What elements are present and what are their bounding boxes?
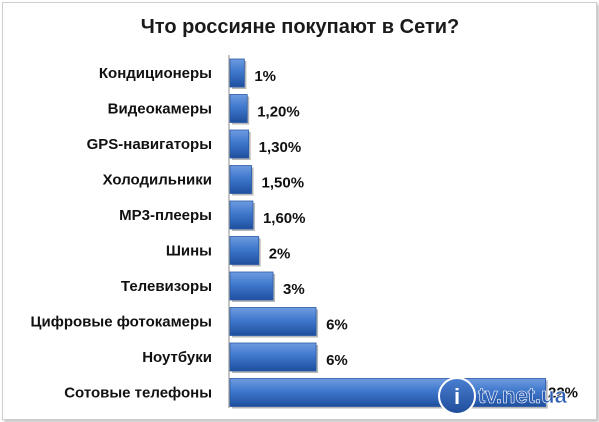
bar (229, 129, 250, 159)
category-labels-group: Кондиционеры Видеокамеры GPS-навигаторы Хол… (31, 65, 212, 402)
value-label: 6% (326, 352, 348, 369)
bar (229, 236, 260, 265)
category-label: GPS-навигаторы (87, 136, 212, 153)
value-labels-group: 1% 1,20% 1,30% 1,50% 1,60% 2% 3% 6% 6% 22% (254, 68, 578, 402)
bar (229, 200, 254, 230)
bar (229, 307, 317, 336)
watermark-logo-letter: i (454, 384, 460, 409)
category-label: Шины (166, 243, 212, 260)
bar (229, 94, 248, 123)
value-label: 1,30% (259, 139, 302, 156)
bar (229, 342, 317, 372)
watermark-circle-icon (438, 377, 476, 415)
watermark-logo: i tv.net.ua (438, 377, 568, 415)
value-label: 1% (254, 68, 276, 85)
value-label: 1,20% (257, 104, 300, 121)
category-label: MP3-плееры (119, 207, 212, 224)
bar (229, 58, 245, 88)
value-label: 1,50% (262, 175, 305, 192)
value-label: 2% (269, 246, 291, 263)
category-label: Сотовые телефоны (64, 385, 212, 402)
bar (229, 378, 547, 407)
bar (229, 165, 252, 194)
bar (229, 271, 274, 301)
category-label: Ноутбуки (142, 349, 212, 366)
category-label: Видеокамеры (108, 101, 212, 118)
value-label: 3% (283, 281, 305, 298)
chart-title: Что россияне покупают в Сети? (141, 16, 460, 38)
category-label: Кондиционеры (99, 65, 212, 82)
bars-group (229, 58, 548, 409)
value-label: 6% (326, 317, 348, 334)
value-label: 1,60% (263, 210, 306, 227)
category-label: Телевизоры (121, 278, 212, 295)
value-label: 22% (548, 385, 578, 402)
category-label: Холодильники (103, 172, 212, 189)
watermark-text: tv.net.ua (478, 383, 568, 408)
category-label: Цифровые фотокамеры (31, 314, 212, 331)
